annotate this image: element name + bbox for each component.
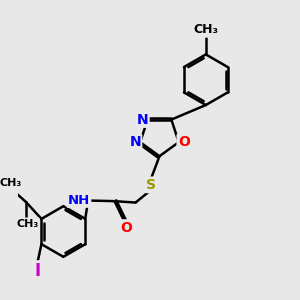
Text: NH: NH <box>68 194 90 206</box>
Text: CH₃: CH₃ <box>16 219 38 229</box>
Text: CH₃: CH₃ <box>0 178 22 188</box>
Text: O: O <box>178 135 190 149</box>
Text: I: I <box>34 262 40 280</box>
Text: CH₃: CH₃ <box>194 23 218 37</box>
Text: O: O <box>120 220 132 235</box>
Text: S: S <box>146 178 156 192</box>
Text: N: N <box>137 112 148 127</box>
Text: N: N <box>129 135 141 149</box>
